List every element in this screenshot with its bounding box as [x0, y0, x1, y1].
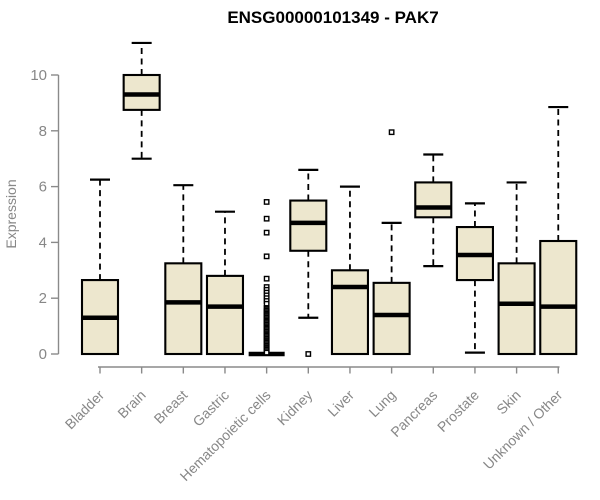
y-axis-title: Expression	[3, 179, 19, 248]
outlier-hematopoietic-cells-3	[263, 253, 270, 260]
box-gastric	[205, 274, 245, 356]
outlier-hematopoietic-cells-44	[263, 349, 270, 356]
x-label-kidney: Kidney	[274, 387, 316, 429]
box-breast	[164, 262, 203, 356]
x-label-prostate: Prostate	[434, 387, 482, 435]
y-tick-label-2: 2	[39, 290, 47, 307]
y-tick-label-10: 10	[30, 67, 47, 84]
chart-title: ENSG00000101349 - PAK7	[227, 8, 438, 27]
box-lung	[372, 281, 411, 356]
x-label-skin: Skin	[493, 387, 524, 418]
outlier-kidney-0	[305, 351, 312, 357]
x-label-lung: Lung	[365, 387, 398, 420]
outlier-hematopoietic-cells-2	[263, 229, 270, 236]
y-tick-label-0: 0	[39, 346, 47, 363]
outlier-hematopoietic-cells-1	[263, 215, 270, 222]
y-tick-label-6: 6	[39, 179, 47, 196]
x-label-breast: Breast	[151, 387, 191, 427]
box-skin	[497, 262, 536, 356]
box-liver	[330, 269, 370, 356]
box-pancreas	[414, 181, 453, 219]
x-label-liver: Liver	[324, 387, 357, 420]
x-label-unknown-other: Unknown / Other	[480, 387, 566, 473]
x-label-brain: Brain	[114, 387, 148, 421]
outlier-lung-0	[388, 129, 395, 136]
box-unknown-other	[539, 239, 578, 356]
x-label-bladder: Bladder	[62, 387, 108, 433]
box-kidney	[289, 199, 328, 252]
outlier-hematopoietic-cells-0	[263, 199, 270, 205]
y-tick-label-4: 4	[39, 234, 47, 251]
y-tick-label-8: 8	[39, 123, 47, 140]
outlier-hematopoietic-cells-4	[263, 275, 270, 282]
